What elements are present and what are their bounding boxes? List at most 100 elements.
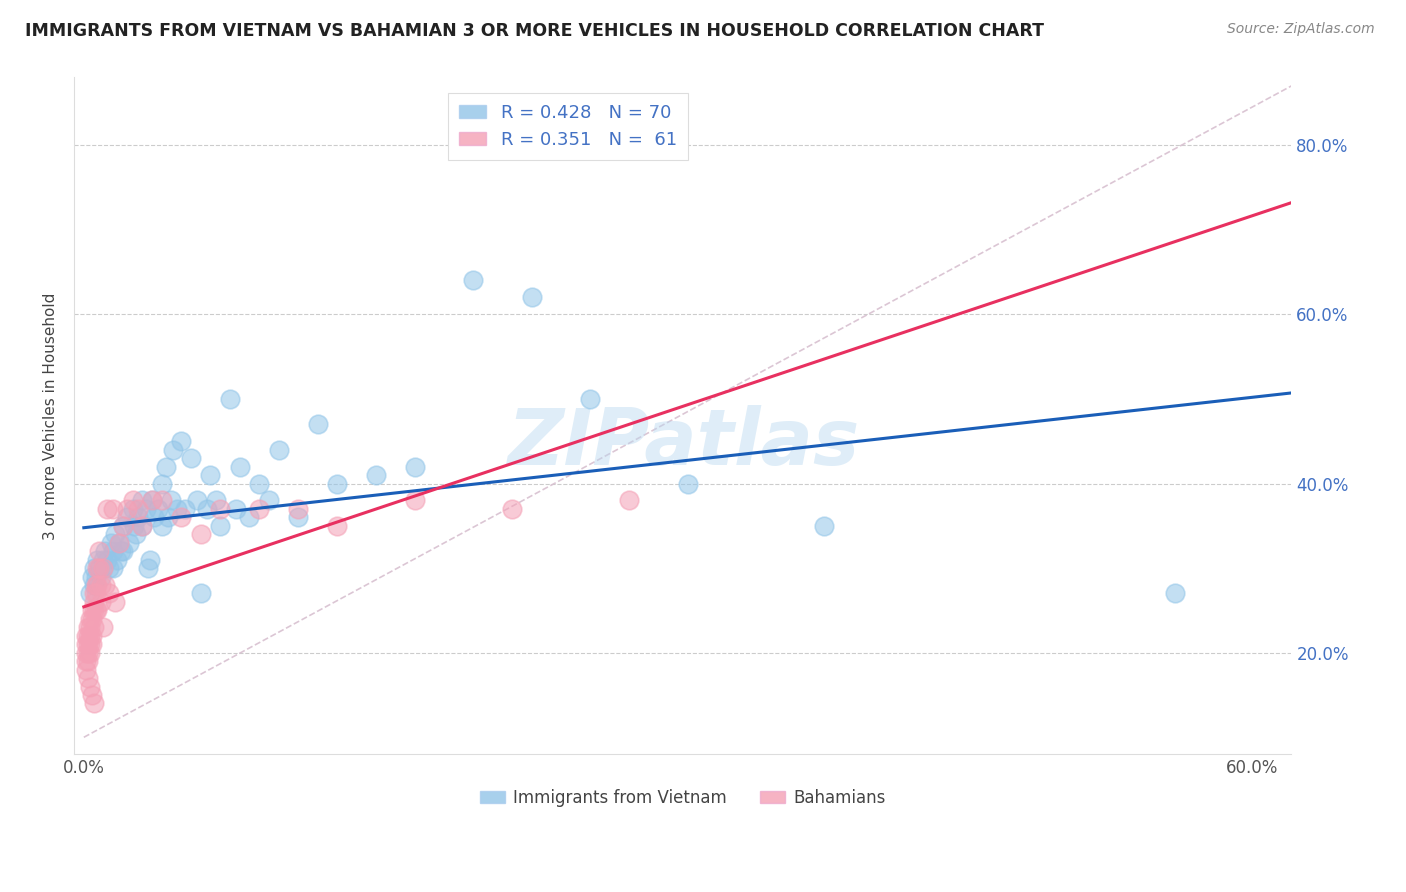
Y-axis label: 3 or more Vehicles in Household: 3 or more Vehicles in Household — [44, 293, 58, 540]
Point — [287, 510, 309, 524]
Point — [287, 501, 309, 516]
Point — [80, 603, 103, 617]
Point — [104, 527, 127, 541]
Point — [101, 501, 124, 516]
Point — [89, 544, 111, 558]
Point — [160, 493, 183, 508]
Point — [190, 586, 212, 600]
Point — [91, 552, 114, 566]
Point — [162, 442, 184, 457]
Point — [79, 629, 101, 643]
Point — [80, 629, 103, 643]
Point — [186, 493, 208, 508]
Point — [619, 493, 641, 508]
Point — [813, 518, 835, 533]
Point — [91, 561, 114, 575]
Point — [180, 451, 202, 466]
Point — [404, 493, 426, 508]
Point — [121, 493, 143, 508]
Point — [131, 518, 153, 533]
Point — [91, 561, 114, 575]
Point — [141, 493, 163, 508]
Point — [100, 535, 122, 549]
Point — [76, 654, 98, 668]
Point — [80, 637, 103, 651]
Point — [79, 612, 101, 626]
Point — [111, 518, 134, 533]
Point — [79, 637, 101, 651]
Point — [76, 637, 98, 651]
Point — [141, 493, 163, 508]
Point — [127, 510, 149, 524]
Point — [76, 671, 98, 685]
Point — [111, 518, 134, 533]
Point — [83, 603, 105, 617]
Point — [96, 501, 118, 516]
Point — [79, 586, 101, 600]
Point — [84, 578, 107, 592]
Point — [83, 697, 105, 711]
Point — [142, 510, 165, 524]
Point — [124, 518, 146, 533]
Point — [76, 620, 98, 634]
Point — [75, 663, 97, 677]
Point — [96, 552, 118, 566]
Point — [225, 501, 247, 516]
Point — [79, 620, 101, 634]
Point — [579, 392, 602, 406]
Point — [83, 561, 105, 575]
Point — [364, 468, 387, 483]
Point — [131, 518, 153, 533]
Point — [84, 603, 107, 617]
Point — [174, 501, 197, 516]
Point — [219, 392, 242, 406]
Point — [108, 535, 131, 549]
Point — [101, 544, 124, 558]
Point — [404, 459, 426, 474]
Point — [121, 501, 143, 516]
Point — [115, 510, 138, 524]
Point — [1163, 586, 1185, 600]
Legend: Immigrants from Vietnam, Bahamians: Immigrants from Vietnam, Bahamians — [472, 782, 893, 814]
Point — [90, 569, 112, 583]
Point — [86, 578, 108, 592]
Point — [105, 552, 128, 566]
Point — [75, 646, 97, 660]
Point — [170, 510, 193, 524]
Point — [89, 561, 111, 575]
Point — [247, 476, 270, 491]
Point — [156, 510, 179, 524]
Point — [676, 476, 699, 491]
Point — [94, 544, 117, 558]
Point — [200, 468, 222, 483]
Point — [75, 654, 97, 668]
Point — [139, 552, 162, 566]
Text: IMMIGRANTS FROM VIETNAM VS BAHAMIAN 3 OR MORE VEHICLES IN HOUSEHOLD CORRELATION : IMMIGRANTS FROM VIETNAM VS BAHAMIAN 3 OR… — [25, 22, 1045, 40]
Point — [146, 501, 169, 516]
Point — [257, 493, 280, 508]
Point — [84, 569, 107, 583]
Point — [166, 501, 188, 516]
Point — [111, 544, 134, 558]
Point — [76, 646, 98, 660]
Point — [205, 493, 228, 508]
Point — [131, 493, 153, 508]
Point — [127, 501, 149, 516]
Text: Source: ZipAtlas.com: Source: ZipAtlas.com — [1227, 22, 1375, 37]
Point — [190, 527, 212, 541]
Point — [155, 459, 177, 474]
Point — [94, 578, 117, 592]
Point — [80, 688, 103, 702]
Point — [91, 620, 114, 634]
Text: ZIPatlas: ZIPatlas — [506, 405, 859, 481]
Point — [150, 493, 173, 508]
Point — [247, 501, 270, 516]
Point — [76, 629, 98, 643]
Point — [86, 552, 108, 566]
Point — [98, 586, 121, 600]
Point — [463, 273, 485, 287]
Point — [267, 442, 290, 457]
Point — [83, 586, 105, 600]
Point — [238, 510, 260, 524]
Point — [90, 578, 112, 592]
